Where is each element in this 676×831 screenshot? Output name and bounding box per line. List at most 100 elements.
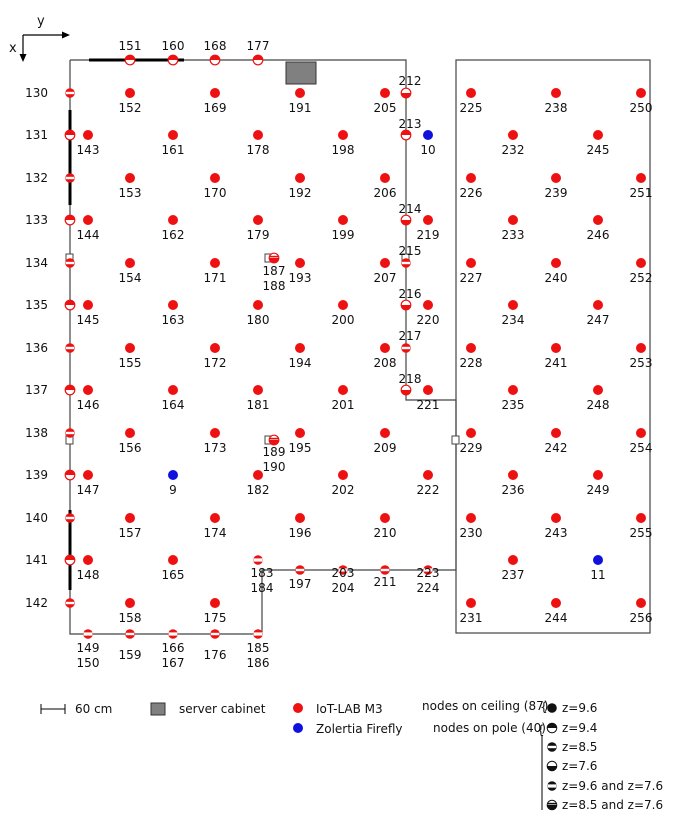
node-dot — [253, 385, 263, 395]
pole-node: 213 — [399, 117, 421, 141]
node-dot — [253, 470, 263, 480]
node-dot — [380, 88, 390, 98]
pole-node-label: 212 — [399, 74, 422, 88]
ceiling-node: 210 — [374, 513, 396, 540]
node-id-label: 200 — [332, 313, 355, 327]
pole-node-glyph — [423, 565, 433, 575]
node-dot — [253, 300, 263, 310]
node-id-label: 156 — [119, 441, 142, 455]
ceiling-node: 208 — [374, 343, 396, 370]
ceiling-node: 196 — [289, 513, 311, 540]
node-dot — [636, 173, 646, 183]
node-id-label: 230 — [460, 526, 483, 540]
node-id-label: 199 — [332, 228, 355, 242]
pole-node-glyph — [83, 629, 93, 639]
legend-scale-label: 60 cm — [75, 702, 112, 716]
ceiling-node: 10 — [420, 130, 436, 157]
node-id-label: 178 — [247, 143, 270, 157]
pole-node-glyph — [65, 513, 75, 523]
node-id-label: 180 — [247, 313, 270, 327]
node-dot — [125, 258, 135, 268]
pole-node-glyph — [65, 173, 75, 183]
x-axis-label: x — [9, 41, 17, 56]
legend-z-entry: z=8.5 — [547, 740, 597, 754]
ceiling-node: 233 — [502, 215, 524, 242]
pole-node: 133 — [25, 213, 76, 227]
node-dot — [551, 428, 561, 438]
ceiling-node: 205 — [374, 88, 396, 115]
node-id-label: 9 — [169, 483, 177, 497]
node-dot — [168, 215, 178, 225]
node-dot — [508, 215, 518, 225]
pole-node-label: 131 — [25, 128, 48, 142]
pole-node: 168 — [204, 39, 226, 66]
node-id-label: 11 — [590, 568, 605, 582]
axes: y x — [9, 14, 70, 62]
node-dot — [551, 343, 561, 353]
pole-node-label: 135 — [25, 298, 48, 312]
legend-z-label: z=8.5 — [562, 740, 597, 754]
pole-node: 197 — [289, 565, 311, 591]
node-dot — [338, 130, 348, 140]
node-dot — [508, 555, 518, 565]
pole-node-label: 176 — [204, 648, 227, 662]
ceiling-node: 241 — [545, 343, 567, 370]
legend-firefly-label: Zolertia Firefly — [316, 722, 403, 736]
node-id-label: 195 — [289, 441, 312, 455]
pole-node-glyph — [167, 54, 179, 66]
pole-node-label: 185 — [247, 641, 270, 655]
ceiling-node: 247 — [587, 300, 609, 327]
legend-ceiling-label: nodes on ceiling (87) — [422, 699, 548, 713]
pole-node: 176 — [204, 629, 227, 662]
node-dot — [295, 513, 305, 523]
node-dot — [423, 385, 433, 395]
legend-z-entry: z=9.6 and z=7.6 — [547, 779, 663, 793]
node-id-label: 164 — [162, 398, 185, 412]
ceiling-node: 228 — [460, 343, 482, 370]
pole-node-label: 136 — [25, 341, 48, 355]
node-id-label: 148 — [77, 568, 100, 582]
pole-node-glyph — [125, 629, 135, 639]
node-id-label: 145 — [77, 313, 100, 327]
pole-node-glyph — [268, 252, 280, 264]
node-id-label: 192 — [289, 186, 312, 200]
node-dot — [380, 428, 390, 438]
ceiling-node: 256 — [630, 598, 652, 625]
node-dot — [125, 513, 135, 523]
legend-z-label: z=7.6 — [562, 759, 597, 773]
node-dot — [338, 385, 348, 395]
ceiling-node: 230 — [460, 513, 483, 540]
pole-node-glyph — [65, 598, 75, 608]
legend-firefly-swatch — [293, 723, 303, 733]
pole-node-label: 149 — [77, 641, 100, 655]
node-dot — [338, 215, 348, 225]
pole-node-glyph — [64, 469, 76, 481]
node-dot — [466, 428, 476, 438]
ceiling-node: 239 — [545, 173, 567, 200]
pole-node-label: 224 — [417, 581, 440, 595]
node-id-label: 191 — [289, 101, 312, 115]
node-dot — [551, 88, 561, 98]
node-id-label: 225 — [460, 101, 483, 115]
node-dot — [423, 300, 433, 310]
pole-node-label: 138 — [25, 426, 48, 440]
ceiling-node: 255 — [630, 513, 652, 540]
node-id-label: 244 — [545, 611, 568, 625]
ceiling-node: 242 — [545, 428, 567, 455]
pole-node: 130 — [25, 86, 75, 100]
node-dot — [125, 343, 135, 353]
pole-node: 177 — [247, 39, 269, 66]
ceiling-node: 219 — [417, 215, 439, 242]
svg-text:{: { — [537, 723, 545, 737]
pole-node-glyph — [295, 565, 305, 575]
ceiling-node: 170 — [204, 173, 226, 200]
node-id-label: 240 — [545, 271, 568, 285]
node-id-label: 194 — [289, 356, 312, 370]
node-dot — [466, 258, 476, 268]
node-id-label: 162 — [162, 228, 185, 242]
ceiling-node: 207 — [374, 258, 396, 285]
